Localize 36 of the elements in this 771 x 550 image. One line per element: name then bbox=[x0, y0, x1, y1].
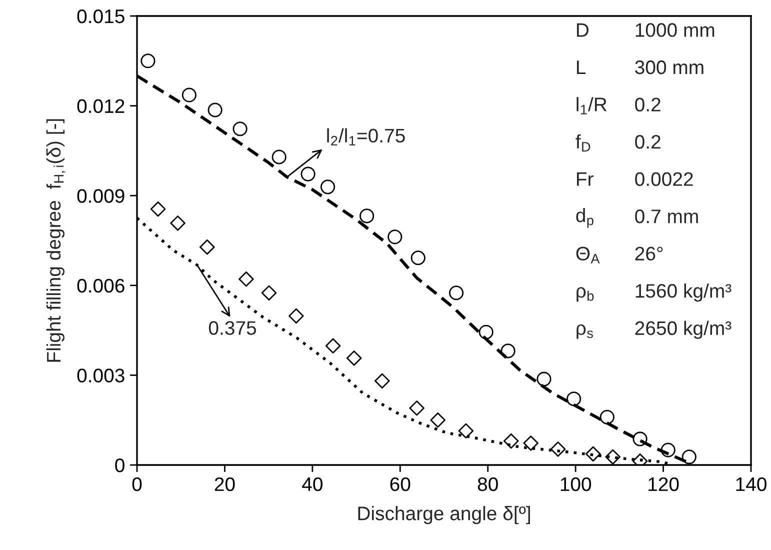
y-tick-label: 0.006 bbox=[77, 278, 124, 293]
annotation: 1560 kg/m³ bbox=[636, 284, 732, 302]
annotation: 0.0022 bbox=[635, 172, 693, 186]
annotation: 2650 kg/m³ bbox=[635, 320, 732, 339]
annotation: f$_{D}$ bbox=[576, 134, 590, 152]
annotation: 0.375 bbox=[208, 321, 256, 335]
x-tick-label: 100 bbox=[560, 477, 592, 492]
y-tick-label: 0.012 bbox=[77, 99, 124, 114]
annotation: Θ$_{A}$ bbox=[576, 246, 600, 264]
annotation: l$_{2}$/l$_{1}$=0.75 bbox=[327, 128, 405, 146]
y-axis-title: Flight filling degree f$_{H,i}$(δ) [-] bbox=[46, 119, 66, 362]
y-tick-label: 0.009 bbox=[77, 189, 124, 203]
annotation: 0.2 bbox=[635, 134, 660, 149]
annotation: 300 mm bbox=[635, 60, 704, 74]
x-tick-label: 140 bbox=[736, 477, 766, 492]
y-tick-label: 0.003 bbox=[77, 368, 124, 382]
annotation: 0.2 bbox=[635, 98, 660, 112]
annotation: 26° bbox=[635, 246, 663, 261]
x-tick-label: 20 bbox=[214, 477, 235, 492]
x-tick-label: 40 bbox=[302, 477, 322, 492]
x-tick-label: 80 bbox=[478, 477, 498, 492]
x-tick-label: 60 bbox=[390, 477, 410, 492]
y-tick-label: 0 bbox=[115, 458, 124, 472]
annotation: ρ$_{s}$ bbox=[576, 324, 593, 339]
annotation: d$_{p}$ bbox=[576, 208, 594, 228]
annotation: l$_{1}$/R bbox=[576, 97, 607, 114]
x-axis-title: Discharge angle δ[º] bbox=[358, 506, 530, 524]
annotation: D bbox=[576, 23, 589, 37]
y-tick-label: 0.015 bbox=[77, 9, 124, 24]
x-tick-label: 120 bbox=[648, 477, 679, 492]
annotation: Fr bbox=[576, 172, 594, 186]
annotation: 1000 mm bbox=[636, 23, 714, 37]
annotation: 0.7 mm bbox=[635, 210, 698, 224]
x-tick-label: 0 bbox=[132, 477, 142, 492]
annotation: L bbox=[576, 60, 586, 74]
annotation: ρ$_{b}$ bbox=[576, 287, 594, 302]
